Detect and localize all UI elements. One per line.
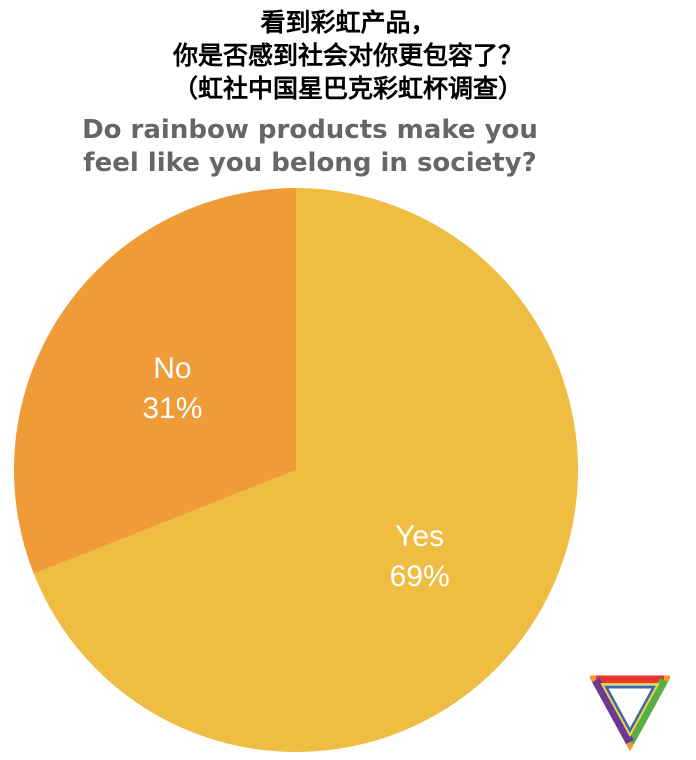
logo-left-edge [592, 677, 634, 745]
pie-labels: Yes 69% No 31% [142, 352, 449, 593]
logo-middle-band [600, 683, 660, 738]
pie-label-no-name: No [153, 352, 191, 385]
pie-label-no-value: 31% [142, 392, 202, 425]
chart-title-cn-line-3: （虹社中国星巴克彩虹杯调查） [172, 74, 523, 103]
logo-right-edge [626, 677, 668, 745]
chart-subtitle-line-1: Do rainbow products make you [82, 115, 538, 145]
chart-subtitle-english: Do rainbow products make you feel like y… [0, 114, 620, 180]
pie-slices [14, 187, 579, 752]
pie-slice-no [14, 187, 297, 574]
rainbow-triangle-icon [590, 675, 670, 752]
chart-title-cn-line-1: 看到彩虹产品， [260, 8, 436, 37]
logo-inner-triangle [612, 692, 648, 724]
chart-title-cn-line-2: 你是否感到社会对你更包容了？ [172, 41, 523, 70]
pie-label-yes-value: 69% [390, 560, 450, 593]
chart-subtitle-line-2: feel like you belong in society? [83, 148, 537, 178]
logo-inner-band [603, 685, 657, 735]
pie-label-yes-name: Yes [395, 520, 444, 553]
pie-slice-yes [33, 188, 579, 752]
chart-title-chinese: 看到彩虹产品， 你是否感到社会对你更包容了？ （虹社中国星巴克彩虹杯调查） [0, 6, 696, 105]
